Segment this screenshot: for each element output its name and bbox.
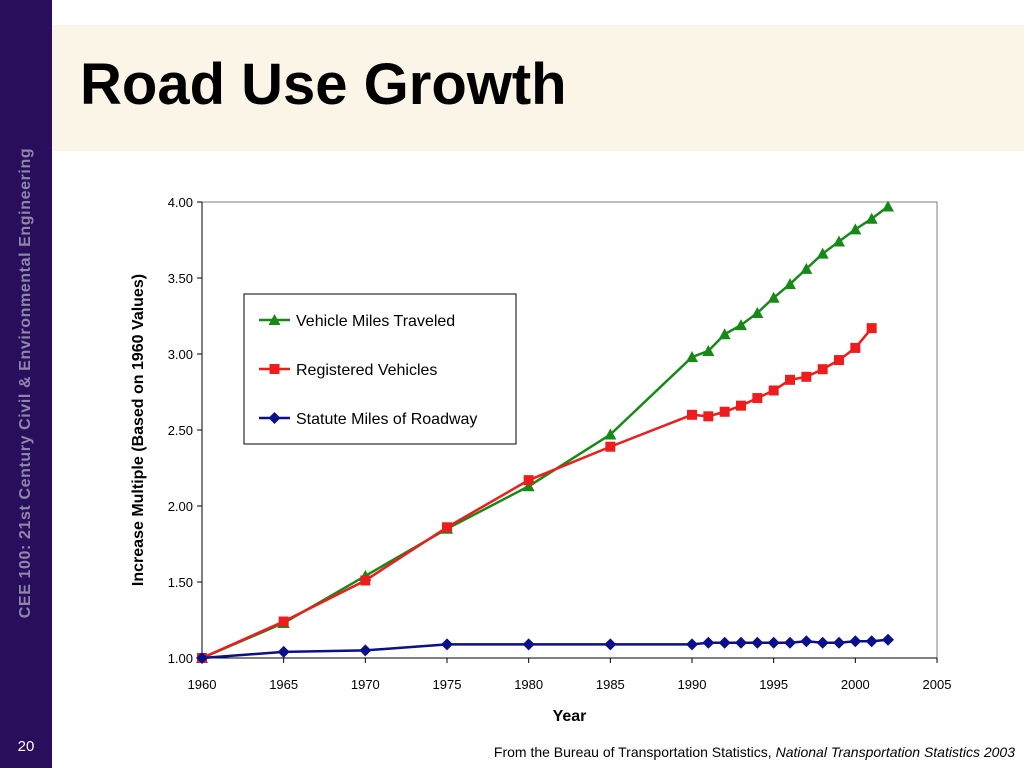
legend-label: Statute Miles of Roadway — [296, 411, 477, 428]
data-point — [522, 638, 535, 651]
x-axis-label: Year — [553, 708, 587, 725]
data-point — [359, 644, 372, 657]
data-point — [605, 441, 616, 452]
data-point — [767, 636, 780, 649]
data-point — [849, 635, 862, 648]
legend-label: Vehicle Miles Traveled — [296, 313, 455, 330]
data-point — [278, 616, 289, 627]
data-point — [866, 323, 877, 334]
x-tick-label: 1975 — [433, 677, 462, 692]
legend-swatch-marker — [269, 364, 280, 374]
data-point — [850, 342, 861, 353]
data-point — [865, 212, 878, 224]
data-point — [523, 475, 534, 486]
data-point — [522, 480, 535, 492]
data-point — [800, 262, 813, 274]
source-prefix: From the Bureau of Transportation Statis… — [493, 744, 776, 760]
data-point — [686, 351, 698, 363]
data-point — [817, 364, 828, 375]
data-point — [882, 633, 894, 646]
data-series — [196, 200, 894, 664]
legend: Vehicle Miles Traveled Registered Vehicle… — [243, 293, 517, 445]
page-number: 20 — [17, 738, 35, 755]
data-point — [604, 638, 617, 651]
y-tick-label: 1.00 — [168, 651, 193, 666]
data-point — [865, 635, 878, 648]
series-diamond — [196, 633, 894, 664]
source-citation: From the Bureau of Transportation Statis… — [494, 744, 1015, 760]
data-point — [785, 374, 795, 385]
source-title: National Transportation Statistics 2003 — [775, 744, 1015, 760]
data-point — [441, 638, 453, 651]
legend-swatch-marker — [268, 412, 281, 424]
data-point — [719, 406, 730, 417]
data-point — [784, 636, 796, 649]
data-point — [277, 645, 290, 658]
y-tick-label: 4.00 — [168, 195, 193, 210]
x-tick-label: 1995 — [759, 677, 788, 692]
data-point — [442, 522, 452, 533]
data-point — [801, 371, 812, 382]
data-point — [767, 291, 780, 303]
x-tick-label: 1980 — [514, 677, 543, 692]
data-point — [833, 235, 845, 247]
data-point — [849, 223, 862, 235]
x-tick-label: 2005 — [923, 677, 952, 692]
legend-label: Registered Vehicles — [296, 362, 437, 379]
x-axis-ticks: 1960 1965 1970 1975 1980 1985 1990 1995 2000 2005 — [188, 657, 952, 692]
data-point — [735, 636, 747, 649]
data-point — [686, 638, 698, 651]
data-point — [718, 636, 731, 649]
data-point — [834, 355, 844, 366]
data-point — [718, 328, 731, 340]
data-point — [816, 247, 829, 259]
y-axis-ticks: 1.00 1.50 2.00 2.50 3.00 3.50 4.00 — [168, 195, 203, 666]
x-tick-label: 1970 — [351, 677, 380, 692]
series-square — [197, 323, 877, 663]
x-tick-label: 1965 — [269, 677, 298, 692]
data-point — [882, 200, 894, 212]
data-point — [196, 652, 208, 664]
data-point — [687, 409, 697, 420]
x-tick-label: 1985 — [596, 677, 625, 692]
y-tick-label: 2.50 — [168, 423, 193, 438]
data-point — [735, 319, 747, 331]
data-point — [768, 385, 779, 396]
data-point — [702, 636, 715, 649]
page-title: Road Use Growth — [80, 52, 567, 117]
data-point — [751, 636, 764, 649]
data-point — [751, 306, 764, 318]
x-tick-label: 2000 — [841, 677, 870, 692]
y-axis-label: Increase Multiple (Based on 1960 Values) — [130, 274, 147, 586]
data-point — [604, 428, 617, 440]
title-band — [52, 25, 1024, 151]
data-point — [703, 411, 714, 422]
data-point — [752, 393, 763, 404]
data-point — [816, 636, 829, 649]
data-point — [360, 575, 371, 586]
data-point — [784, 278, 796, 290]
data-point — [833, 636, 845, 649]
x-tick-label: 1990 — [678, 677, 707, 692]
y-tick-label: 3.50 — [168, 271, 193, 286]
y-tick-label: 1.50 — [168, 575, 193, 590]
x-tick-label: 1960 — [188, 677, 217, 692]
y-tick-label: 3.00 — [168, 347, 193, 362]
sidebar: CEE 100: 21st Century Civil & Environmen… — [0, 0, 52, 768]
legend-swatch-marker — [268, 314, 281, 325]
data-point — [736, 400, 746, 411]
y-tick-label: 2.00 — [168, 499, 193, 514]
data-point — [702, 344, 715, 356]
data-point — [800, 635, 813, 648]
